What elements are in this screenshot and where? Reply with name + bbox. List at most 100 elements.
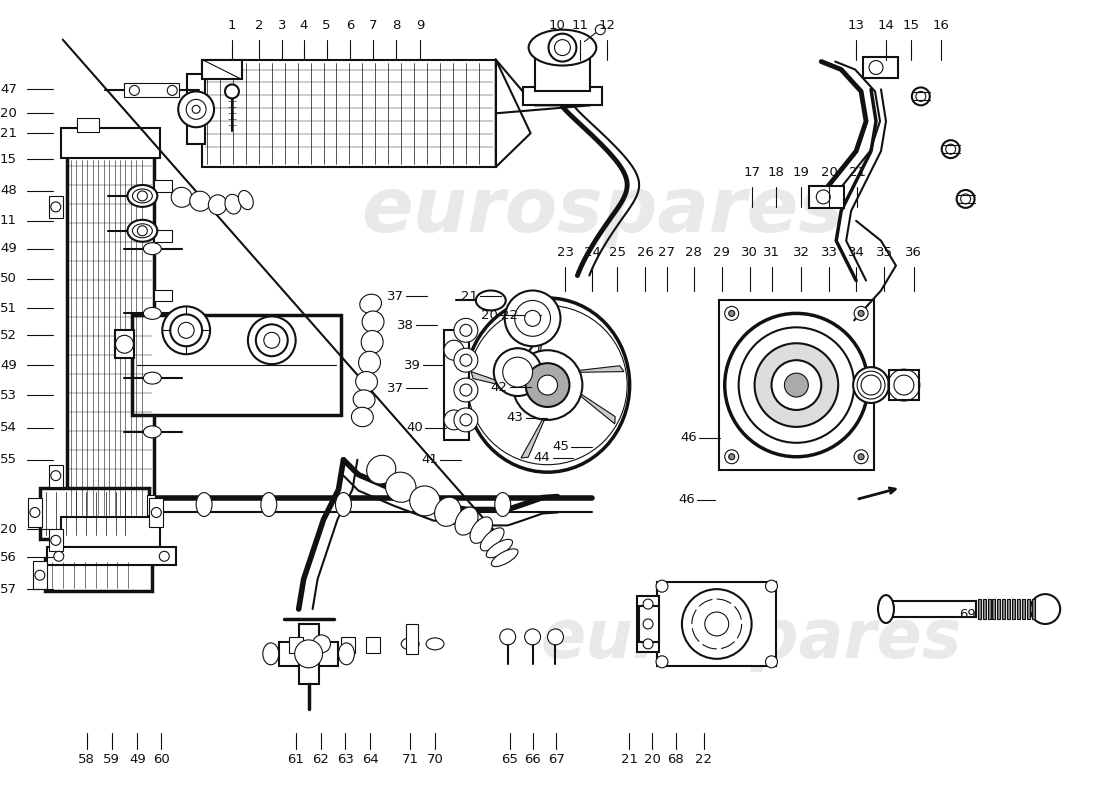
Text: 29: 29 <box>713 246 730 258</box>
Circle shape <box>454 348 477 372</box>
Text: 39: 39 <box>404 358 421 372</box>
Circle shape <box>460 414 472 426</box>
Circle shape <box>526 363 570 407</box>
Bar <box>988 599 990 619</box>
Ellipse shape <box>492 549 518 566</box>
Circle shape <box>163 306 210 354</box>
Ellipse shape <box>359 351 381 374</box>
Text: 3: 3 <box>277 18 286 32</box>
Text: 67: 67 <box>548 754 565 766</box>
Bar <box>864 57 898 78</box>
Ellipse shape <box>476 290 506 310</box>
Bar <box>48 530 63 551</box>
Bar <box>202 59 242 79</box>
Ellipse shape <box>172 187 192 207</box>
Circle shape <box>264 332 279 348</box>
Bar <box>406 624 418 654</box>
Circle shape <box>854 450 868 464</box>
Polygon shape <box>568 385 615 424</box>
Ellipse shape <box>143 242 162 254</box>
Circle shape <box>515 301 550 336</box>
Text: 40: 40 <box>406 422 424 434</box>
Ellipse shape <box>128 185 157 207</box>
Bar <box>40 487 150 539</box>
Text: 15: 15 <box>0 153 16 166</box>
Circle shape <box>725 306 739 320</box>
Circle shape <box>256 324 288 356</box>
Text: 10: 10 <box>549 18 565 32</box>
Text: 30: 30 <box>741 246 758 258</box>
Circle shape <box>861 375 881 395</box>
Text: 47: 47 <box>0 83 16 96</box>
Polygon shape <box>563 366 624 373</box>
Bar <box>1022 599 1025 619</box>
Bar <box>535 50 591 91</box>
Circle shape <box>30 507 40 518</box>
Text: 65: 65 <box>502 754 518 766</box>
Bar <box>639 606 659 642</box>
Polygon shape <box>471 371 529 392</box>
Text: 26: 26 <box>637 246 653 258</box>
Ellipse shape <box>132 189 152 203</box>
Circle shape <box>942 140 959 158</box>
Ellipse shape <box>486 539 513 558</box>
Circle shape <box>1031 594 1060 624</box>
Circle shape <box>525 629 540 645</box>
Ellipse shape <box>434 498 461 526</box>
Ellipse shape <box>415 493 431 517</box>
Bar <box>48 465 63 486</box>
Bar <box>1027 599 1031 619</box>
Bar <box>886 601 976 617</box>
Circle shape <box>739 327 854 443</box>
Text: 25: 25 <box>608 246 626 258</box>
Circle shape <box>51 202 60 212</box>
Text: 20: 20 <box>0 107 16 120</box>
Ellipse shape <box>402 638 419 650</box>
Text: 37: 37 <box>387 290 404 303</box>
Bar <box>114 330 134 358</box>
Bar <box>77 118 99 132</box>
Circle shape <box>766 656 778 668</box>
Bar <box>147 494 155 515</box>
Text: 66: 66 <box>525 754 541 766</box>
Circle shape <box>130 86 140 95</box>
Circle shape <box>766 580 778 592</box>
Text: 63: 63 <box>337 754 354 766</box>
Text: 38: 38 <box>397 319 414 332</box>
Bar <box>810 186 844 208</box>
Ellipse shape <box>339 643 354 665</box>
Circle shape <box>499 629 516 645</box>
Circle shape <box>725 450 739 464</box>
Circle shape <box>854 367 889 403</box>
Circle shape <box>538 375 558 395</box>
Text: 8: 8 <box>392 18 400 32</box>
Circle shape <box>725 314 868 457</box>
Circle shape <box>454 408 477 432</box>
Bar <box>1008 599 1011 619</box>
Circle shape <box>116 335 133 354</box>
Bar <box>278 642 339 666</box>
Bar <box>341 637 355 653</box>
Ellipse shape <box>355 371 377 392</box>
Bar <box>154 180 173 192</box>
Circle shape <box>865 379 877 391</box>
Bar <box>718 301 875 470</box>
Ellipse shape <box>132 224 152 238</box>
Circle shape <box>178 322 194 338</box>
Text: 49: 49 <box>129 754 146 766</box>
Circle shape <box>728 310 735 316</box>
Ellipse shape <box>336 493 351 517</box>
Text: 56: 56 <box>0 550 16 564</box>
Text: 5: 5 <box>322 18 331 32</box>
Text: 52: 52 <box>0 329 16 342</box>
Text: 22: 22 <box>695 754 713 766</box>
Circle shape <box>656 580 668 592</box>
Bar <box>67 156 154 519</box>
Text: 41: 41 <box>421 454 438 466</box>
Circle shape <box>960 194 970 204</box>
Ellipse shape <box>353 390 375 409</box>
Bar <box>637 596 659 652</box>
Ellipse shape <box>143 426 162 438</box>
Text: 11: 11 <box>572 18 588 32</box>
Circle shape <box>152 507 162 518</box>
